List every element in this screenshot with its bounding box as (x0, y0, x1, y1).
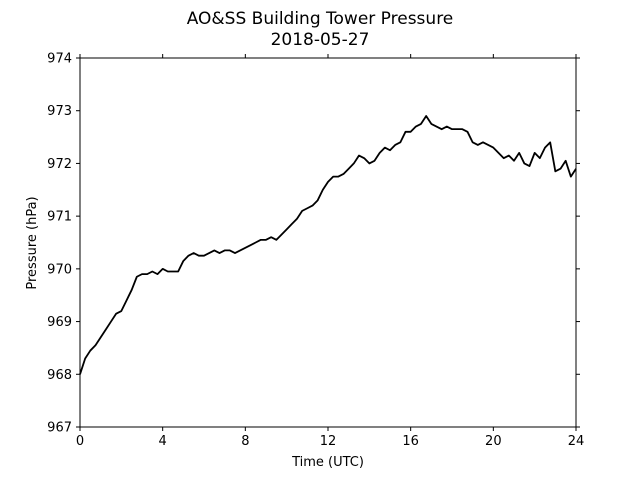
chart-subtitle: 2018-05-27 (271, 30, 370, 50)
y-tick-label: 970 (47, 262, 72, 277)
y-tick-label: 971 (47, 210, 72, 225)
x-tick-label: 12 (320, 434, 337, 449)
plot-frame (80, 58, 576, 427)
plot-area (80, 58, 576, 427)
y-tick-label: 972 (47, 157, 72, 172)
pressure-series-line (80, 116, 576, 374)
y-axis-label: Pressure (hPa) (25, 196, 40, 289)
y-tick-label: 974 (47, 52, 72, 67)
x-tick-label: 24 (568, 434, 585, 449)
x-tick-label: 4 (159, 434, 167, 449)
chart-title: AO&SS Building Tower Pressure (187, 9, 454, 29)
y-tick-label: 973 (47, 104, 72, 119)
x-tick-label: 8 (241, 434, 249, 449)
x-tick-label: 16 (402, 434, 419, 449)
x-tick-label: 0 (76, 434, 84, 449)
x-axis-label: Time (UTC) (291, 455, 364, 470)
y-axis: 967 968 969 970 971 972 973 974 (47, 52, 580, 436)
x-axis: 0 4 8 12 16 20 24 (76, 54, 584, 449)
y-tick-label: 969 (47, 315, 72, 330)
y-tick-label: 968 (47, 368, 72, 383)
x-tick-label: 20 (485, 434, 502, 449)
y-tick-label: 967 (47, 421, 72, 436)
